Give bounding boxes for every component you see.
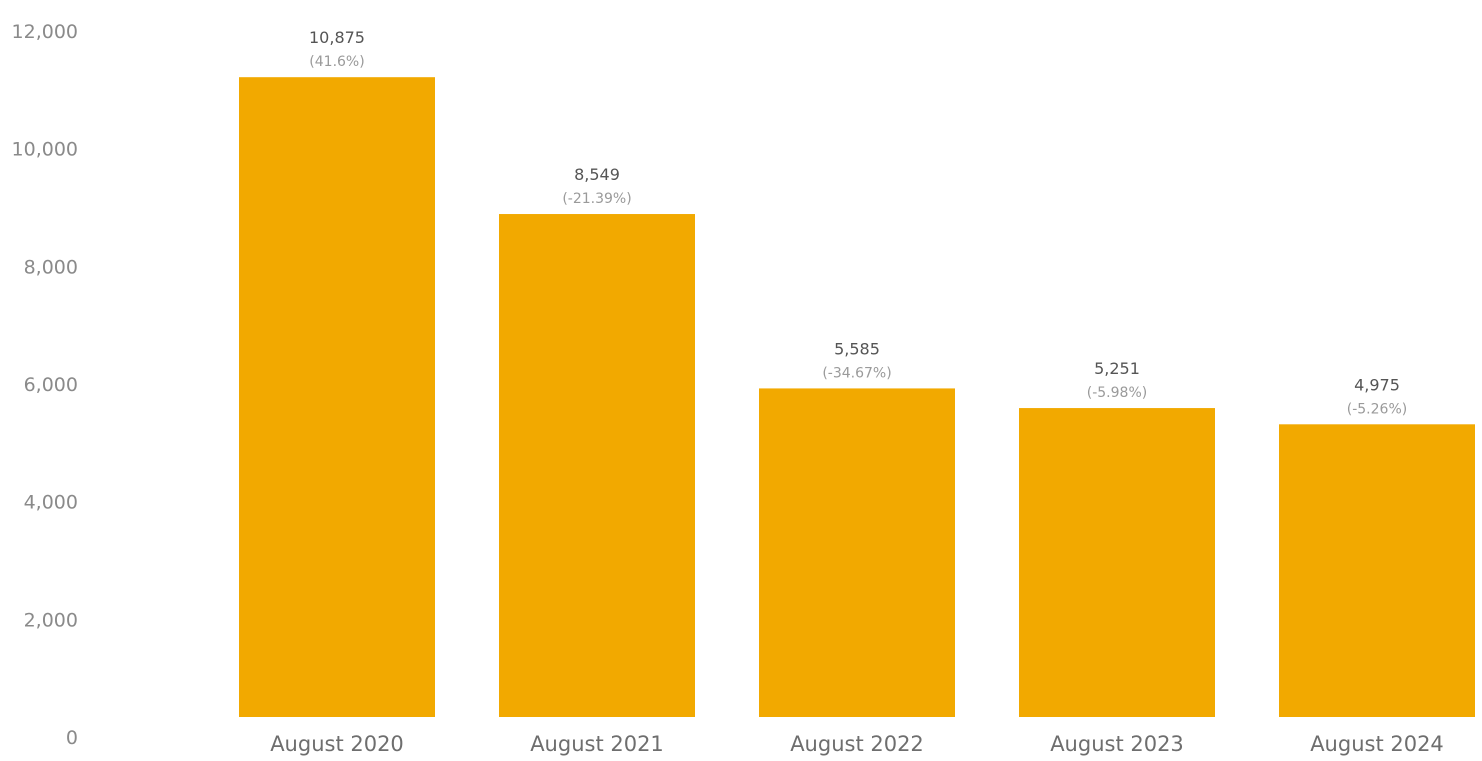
x-tick-label: August 2024 — [1310, 732, 1444, 756]
y-tick-label: 0 — [66, 727, 78, 749]
bar[interactable] — [1019, 408, 1215, 717]
data-labels: 10,875 (41.6%) 8,549 (-21.39%) 5,585 (-34.67%… — [309, 28, 1407, 417]
y-tick-label: 6,000 — [24, 374, 78, 396]
bar-change-label: (-21.39%) — [562, 191, 631, 207]
bar-value-label: 10,875 — [309, 28, 365, 47]
x-tick-label: August 2020 — [270, 732, 404, 756]
bar-value-label: 5,585 — [834, 339, 880, 358]
bar-value-label: 8,549 — [574, 165, 620, 184]
x-axis: August 2020 August 2021 August 2022 August … — [270, 732, 1444, 756]
y-tick-label: 4,000 — [24, 492, 78, 514]
bar-change-label: (-5.26%) — [1347, 401, 1407, 417]
y-tick-label: 12,000 — [12, 21, 78, 43]
x-tick-label: August 2023 — [1050, 732, 1184, 756]
bar-value-label: 5,251 — [1094, 359, 1140, 378]
y-tick-label: 2,000 — [24, 609, 78, 631]
y-axis: 0 2,000 4,000 6,000 8,000 10,000 12,000 — [12, 21, 78, 749]
bar[interactable] — [239, 77, 435, 717]
bar[interactable] — [499, 214, 695, 718]
bar-change-label: (-5.98%) — [1087, 385, 1147, 401]
bar-change-label: (41.6%) — [309, 54, 364, 70]
y-tick-label: 10,000 — [12, 139, 78, 161]
bar[interactable] — [759, 388, 955, 717]
y-tick-label: 8,000 — [24, 256, 78, 278]
bar[interactable] — [1279, 424, 1475, 717]
bar-value-label: 4,975 — [1354, 375, 1400, 394]
x-tick-label: August 2022 — [790, 732, 924, 756]
bars — [239, 77, 1475, 718]
bar-change-label: (-34.67%) — [822, 365, 891, 381]
x-tick-label: August 2021 — [530, 732, 664, 756]
